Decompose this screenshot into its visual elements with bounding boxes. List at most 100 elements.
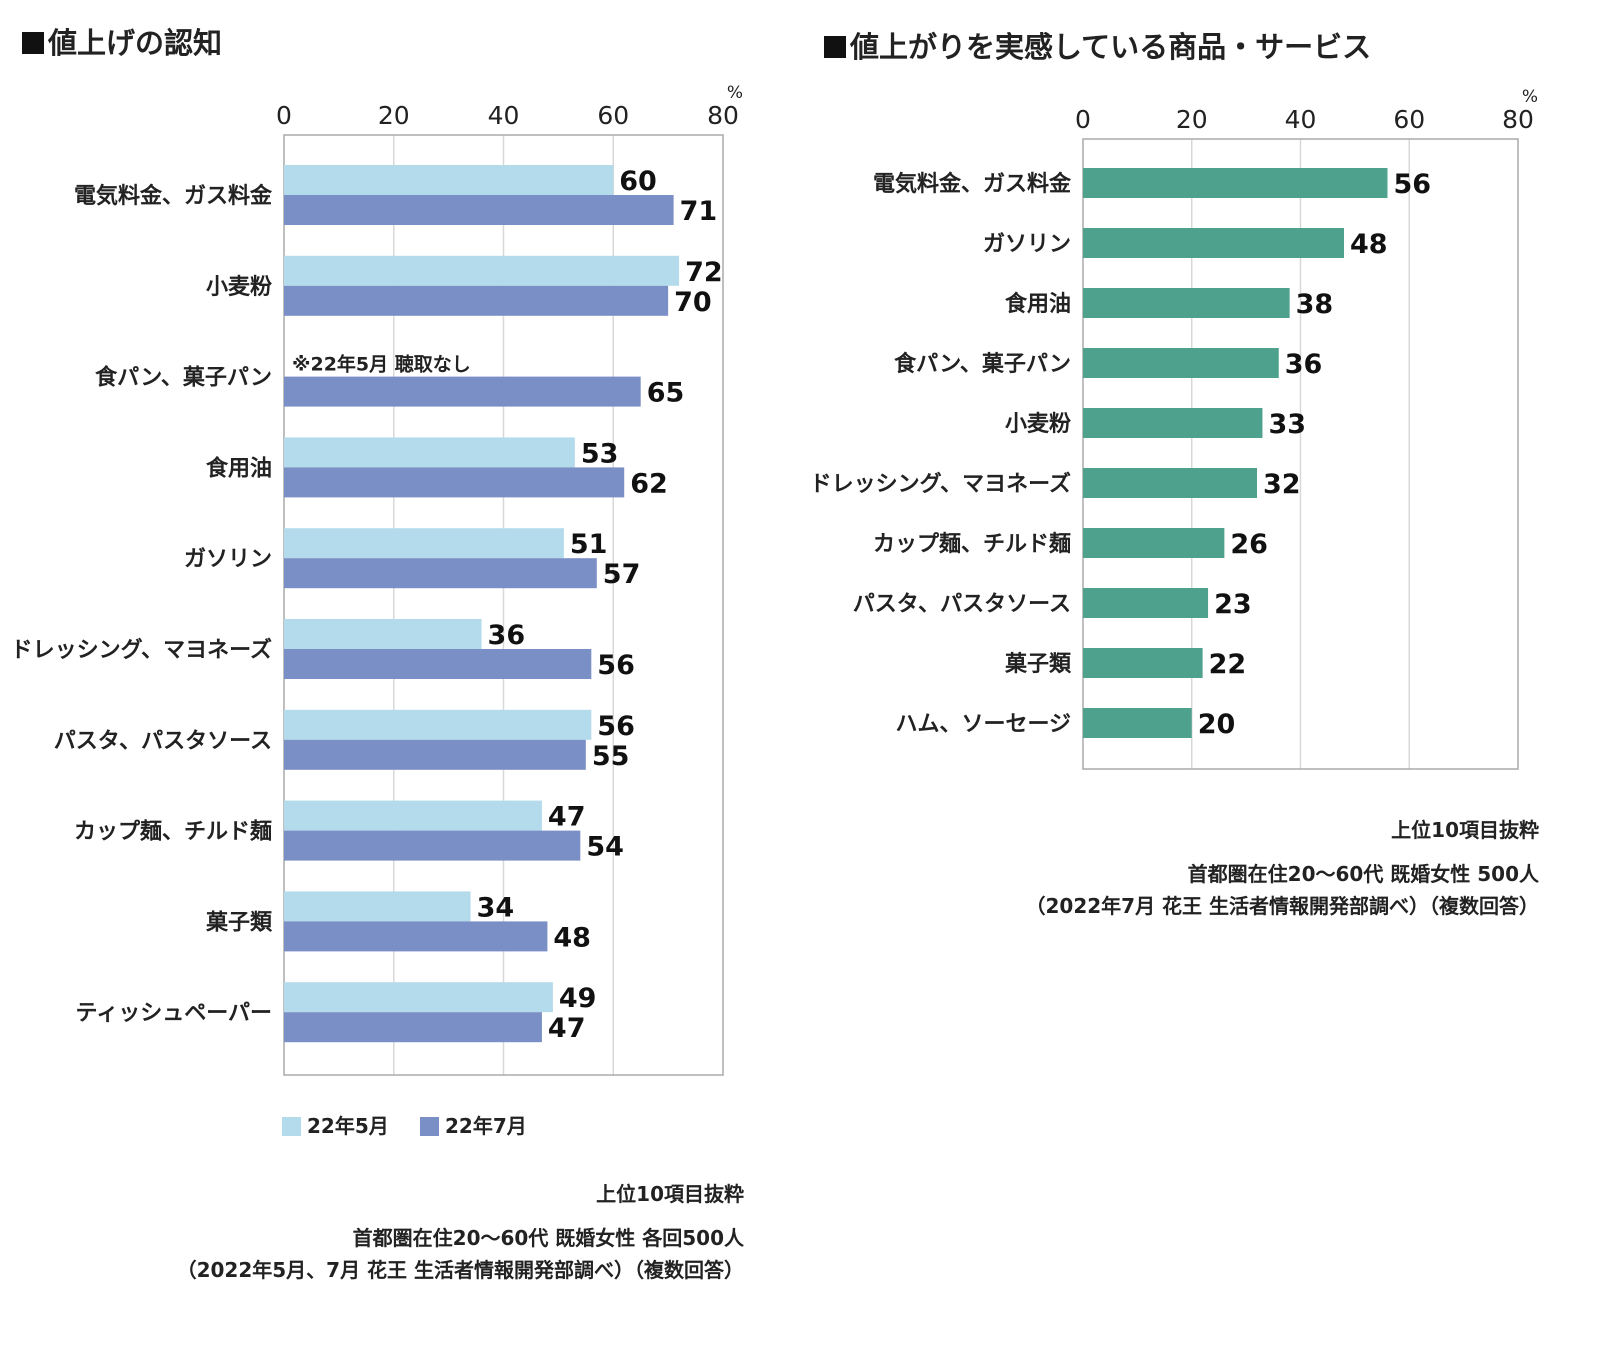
bar-b	[284, 558, 597, 589]
right-chart-title: 値上がりを実感している商品・サービス	[824, 24, 1371, 66]
x-tick-label: 80	[1502, 105, 1534, 134]
right-footnote: 上位10項目抜粋 首都圏在住20〜60代 既婚女性 500人 （2022年7月 …	[1025, 814, 1539, 922]
x-tick-label: 20	[1176, 105, 1208, 134]
data-label: 36	[488, 620, 526, 651]
bar-b	[284, 649, 592, 679]
data-label: 38	[1296, 289, 1334, 320]
bar-a	[1083, 648, 1203, 678]
data-label: 72	[685, 257, 723, 288]
x-tick-label: 40	[1285, 105, 1317, 134]
data-label: 56	[597, 711, 635, 742]
data-label: 23	[1214, 589, 1252, 620]
x-tick-label: 60	[1393, 105, 1425, 134]
data-label: 20	[1198, 709, 1236, 740]
bar-a	[1083, 528, 1225, 558]
data-label: 22	[1209, 649, 1247, 680]
footnote-line: 首都圏在住20〜60代 既婚女性 500人	[1187, 862, 1539, 886]
plot-frame	[283, 134, 724, 1076]
category-label: 食パン、菓子パン	[894, 351, 1071, 377]
bar-a	[1083, 588, 1209, 618]
x-tick-label: 0	[276, 101, 292, 130]
category-label: ガソリン	[184, 547, 272, 572]
bar-a	[1083, 408, 1263, 438]
square-bullet-icon	[824, 36, 846, 58]
data-label: 60	[619, 166, 657, 197]
x-tick-label: 20	[378, 101, 410, 130]
category-label: 小麦粉	[206, 274, 272, 300]
category-label: 菓子類	[1004, 651, 1072, 677]
category-label: パスタ、パスタソース	[54, 729, 272, 754]
x-tick-label: 0	[1075, 105, 1091, 134]
category-label: 食パン、菓子パン	[95, 365, 272, 391]
plot-frame	[1082, 138, 1519, 770]
x-tick-label: 80	[707, 101, 739, 130]
category-label: 小麦粉	[1005, 411, 1071, 437]
data-label: 34	[477, 892, 515, 923]
category-label: ガソリン	[983, 232, 1071, 257]
unit-label: %	[727, 83, 743, 103]
category-label: カップ麺、チルド麺	[74, 819, 272, 845]
data-label: 55	[592, 741, 630, 772]
bar-b	[284, 1012, 542, 1043]
data-label: 65	[647, 378, 685, 409]
bar-a	[284, 891, 471, 922]
bar-b	[284, 195, 674, 225]
bar-a	[1083, 708, 1192, 738]
data-label: 49	[559, 983, 597, 1014]
data-label: 57	[603, 559, 641, 590]
legend-swatch-may	[282, 1117, 301, 1136]
category-label: 電気料金、ガス料金	[873, 171, 1072, 197]
bar-a	[284, 619, 482, 649]
x-tick-label: 40	[488, 101, 520, 130]
category-label: 食用油	[206, 455, 272, 481]
legend-item-may: 22年5月	[282, 1110, 389, 1139]
data-label: 56	[1394, 169, 1432, 200]
data-label: 36	[1285, 349, 1323, 380]
footnote-line: （2022年5月、7月 花王 生活者情報開発部調べ）（複数回答）	[176, 1258, 744, 1282]
legend-swatch-july	[420, 1117, 439, 1136]
bar-b	[284, 376, 641, 407]
unit-label: %	[1522, 87, 1538, 107]
footnote-line: 首都圏在住20〜60代 既婚女性 各回500人	[352, 1226, 744, 1250]
data-label: 71	[680, 196, 718, 227]
category-label: 電気料金、ガス料金	[74, 183, 273, 209]
data-label: 47	[548, 1013, 586, 1044]
bar-a	[284, 437, 575, 468]
bar-a	[1083, 348, 1279, 378]
category-label: ドレッシング、マヨネーズ	[11, 637, 272, 663]
category-label: パスタ、パスタソース	[853, 592, 1071, 617]
bar-a	[284, 982, 553, 1013]
bar-a	[1083, 228, 1344, 258]
category-label: ティッシュペーパー	[76, 1001, 272, 1026]
footnote-line: 上位10項目抜粋	[596, 1182, 744, 1206]
bar-a	[284, 528, 564, 559]
category-label: 菓子類	[205, 909, 273, 935]
bar-a	[284, 165, 614, 195]
category-label: ドレッシング、マヨネーズ	[810, 471, 1071, 497]
category-label: ハム、ソーセージ	[895, 712, 1071, 737]
legend-item-july: 22年7月	[420, 1110, 527, 1139]
data-label: 48	[1350, 229, 1388, 260]
bar-b	[284, 739, 586, 770]
right-bar-chart: 0 20 40 60 80% 電気料金、ガス料金 56 ガソリン 48 食用油 38 食パン、菓子パン…	[810, 87, 1538, 770]
bar-b	[284, 921, 548, 952]
category-label: 食用油	[1005, 291, 1071, 317]
bar-a	[1083, 468, 1257, 498]
data-label: 53	[581, 438, 619, 469]
right-chart-panel: 値上がりを実感している商品・サービス 0 20 40 60 80% 電気料金、ガス料金 56…	[810, 0, 1619, 1000]
data-label: 26	[1230, 529, 1268, 560]
annotation: ※22年5月 聴取なし	[292, 353, 471, 376]
bar-a	[284, 255, 680, 286]
bar-b	[284, 830, 581, 861]
data-label: 33	[1268, 409, 1306, 440]
data-label: 48	[553, 922, 591, 953]
footnote-line: （2022年7月 花王 生活者情報開発部調べ）（複数回答）	[1025, 894, 1539, 918]
left-footnote: 上位10項目抜粋 首都圏在住20〜60代 既婚女性 各回500人 （2022年5…	[177, 1178, 744, 1286]
bar-a	[284, 800, 542, 831]
data-label: 62	[630, 468, 668, 499]
bar-a	[284, 709, 592, 740]
data-label: 56	[597, 650, 635, 681]
footnote-line: 上位10項目抜粋	[1391, 818, 1539, 842]
data-label: 47	[548, 802, 586, 833]
